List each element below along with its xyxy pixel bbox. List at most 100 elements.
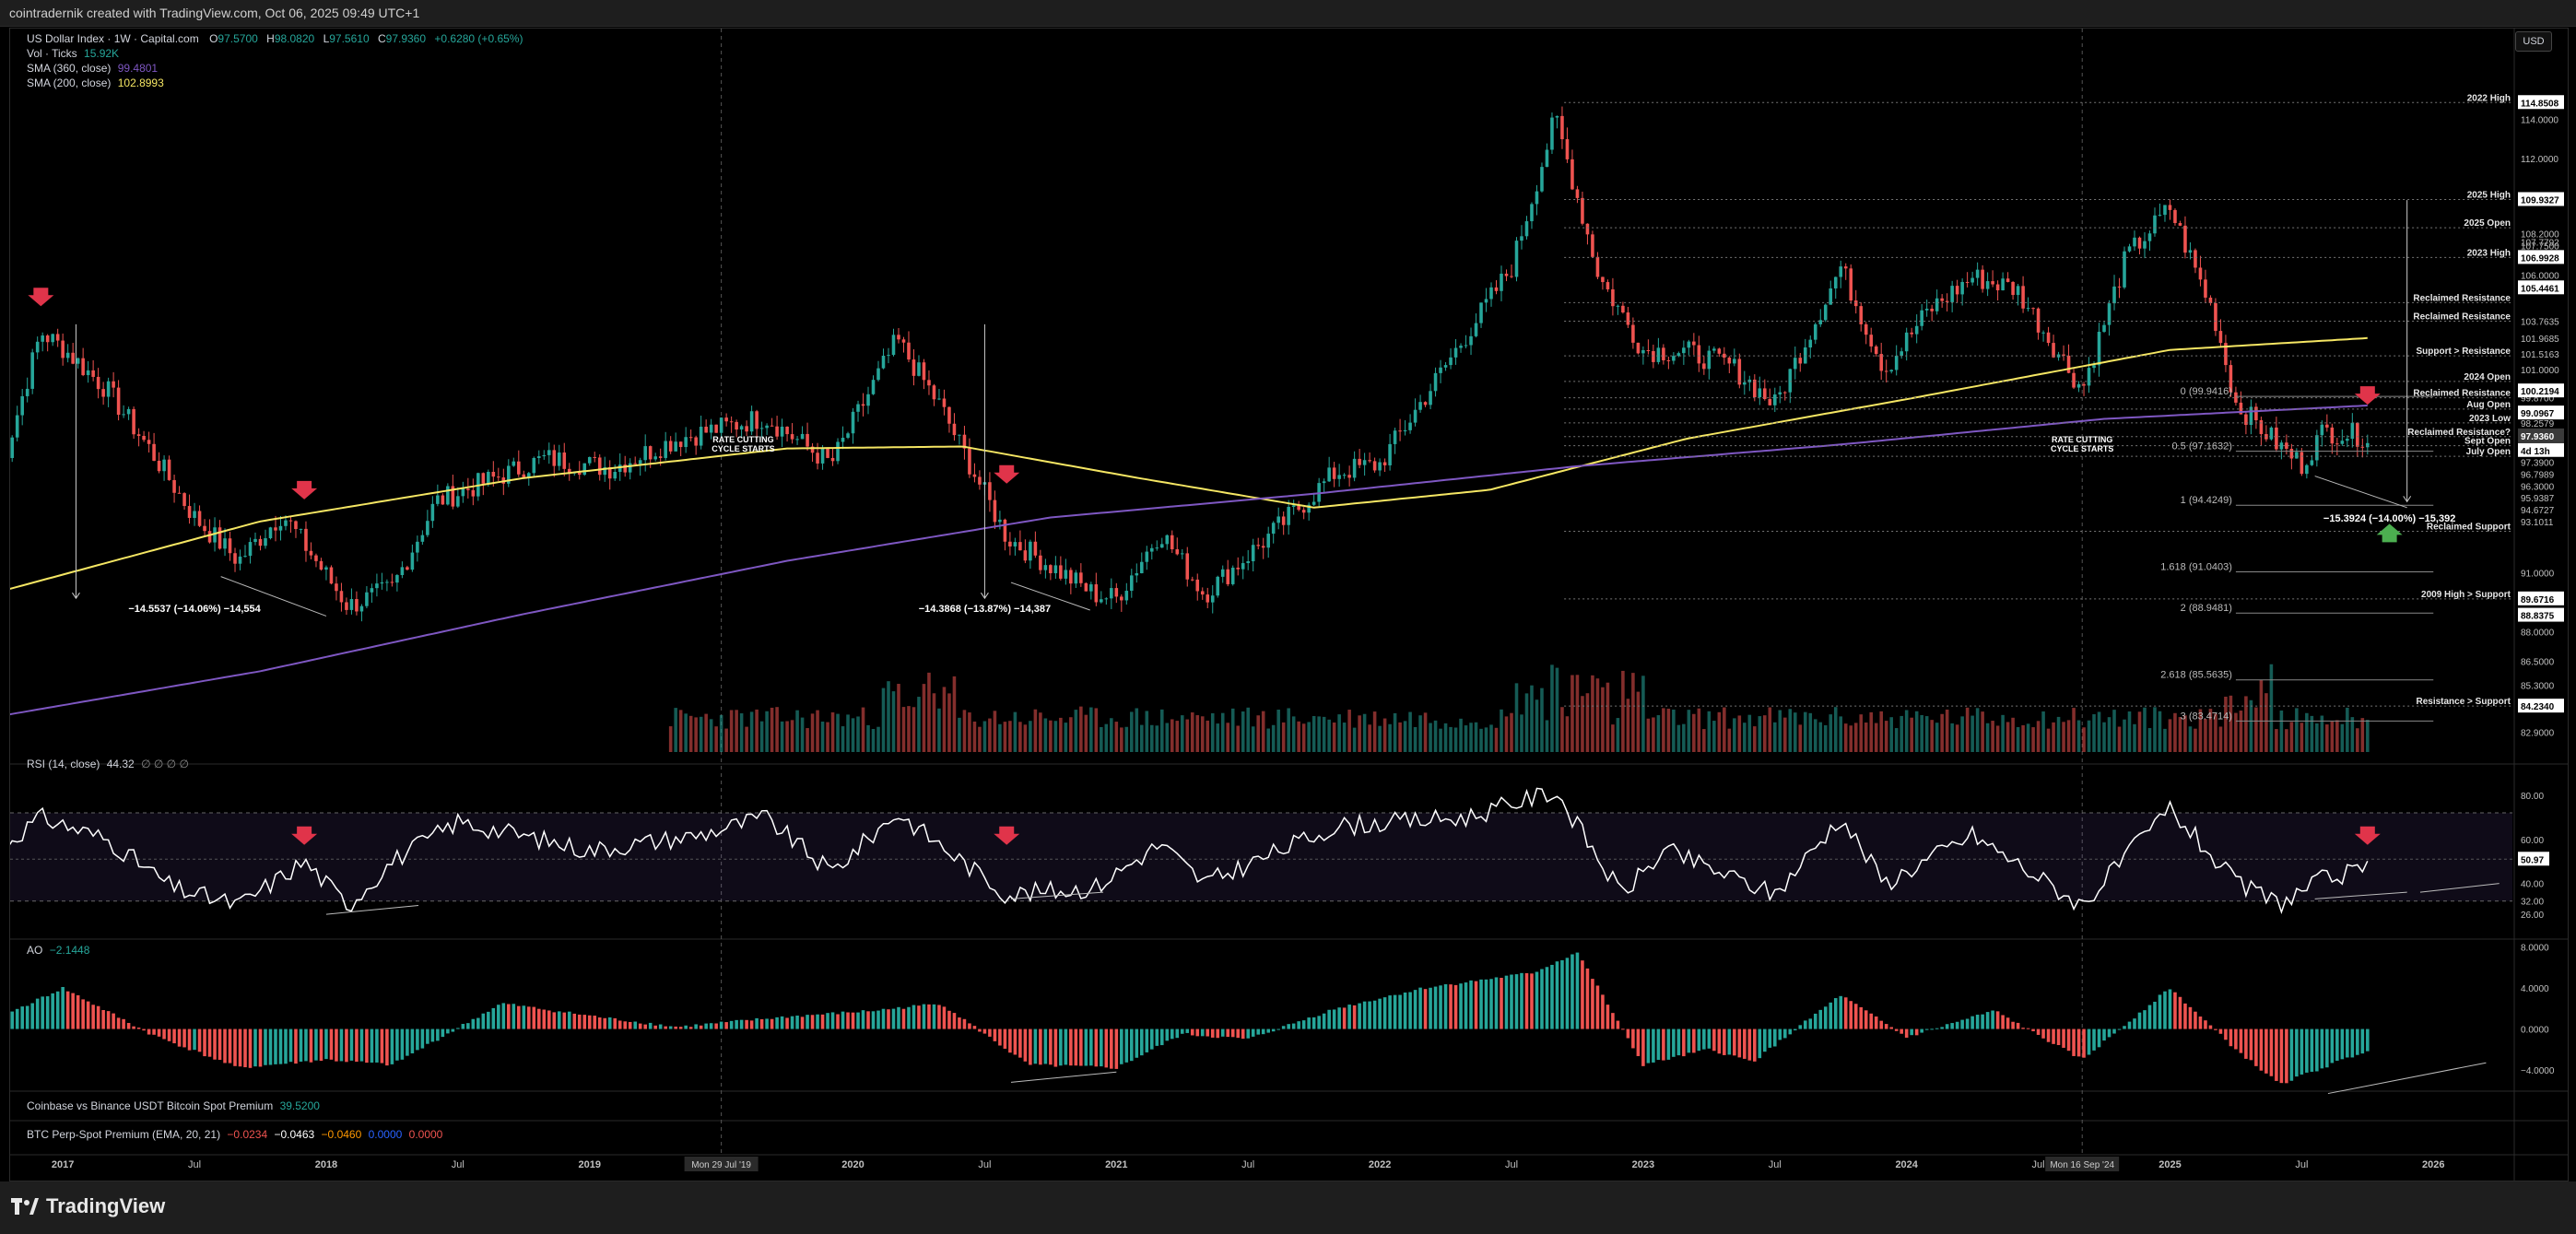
volume-bar — [2289, 722, 2294, 752]
candle-body — [2194, 250, 2197, 268]
currency-button[interactable]: USD — [2515, 31, 2552, 52]
chart-canvas[interactable]: Mon 29 Jul '19 Mon 16 Sep '24 2022 High 202… — [10, 29, 2568, 1181]
volume-bar — [2031, 727, 2035, 752]
candle-body — [76, 358, 80, 364]
volume-bar — [806, 728, 809, 752]
candle-body — [278, 525, 283, 531]
candle-body — [1510, 276, 1513, 277]
level-label-15: 2009 High > Support — [2421, 590, 2511, 600]
volume-bar — [810, 713, 815, 752]
volume-bar — [1297, 721, 1300, 752]
price-axis-label-1: 112.0000 — [2521, 155, 2558, 165]
ao-bar — [132, 1026, 135, 1029]
premium-label: Coinbase vs Binance USDT Bitcoin Spot Pr… — [27, 1099, 274, 1112]
ao-bar — [1666, 1028, 1671, 1060]
price-axis-label-5: 106.0000 — [2521, 271, 2559, 281]
candle-body — [512, 461, 516, 466]
volume-bar — [684, 713, 688, 752]
ao-bar — [1687, 1028, 1691, 1053]
ao-bar — [2123, 1026, 2126, 1029]
candle-body — [416, 541, 419, 553]
credit-text: cointradernik created with TradingView.c… — [9, 6, 420, 20]
price-badge-3: 105.4461 — [2521, 284, 2559, 294]
candle-body — [1646, 350, 1651, 352]
candle-body — [2117, 286, 2122, 288]
candle-body — [436, 495, 440, 504]
ao-bar — [765, 1018, 769, 1029]
candle-body — [55, 334, 60, 341]
ao-bar — [2066, 1028, 2071, 1052]
candle-body — [1702, 363, 1706, 370]
fib-label-6: 3 (83.4714) — [2181, 711, 2232, 722]
ao-bar — [2036, 1028, 2041, 1035]
candle-body — [1985, 281, 1990, 289]
ao-bar — [1150, 1028, 1154, 1050]
volume-bar — [826, 722, 829, 752]
volume-bar — [2092, 714, 2096, 752]
candle-body — [907, 342, 911, 360]
volume-bar — [1372, 711, 1377, 752]
candle-body — [1631, 324, 1635, 343]
ao-bar — [643, 1024, 647, 1029]
candle-body — [1788, 369, 1793, 393]
volume-bar — [2016, 726, 2020, 752]
ao-bar — [487, 1011, 490, 1029]
volume-bar — [1443, 723, 1448, 752]
ao-bar — [1768, 1028, 1772, 1048]
ao-bar — [268, 1028, 273, 1065]
ao-bar — [633, 1021, 637, 1029]
ao-bar — [1291, 1023, 1296, 1029]
time-axis-label-11: 2023 — [1632, 1159, 1654, 1170]
candle-body — [345, 602, 348, 610]
candle-body — [1368, 460, 1371, 462]
candle-body — [1459, 346, 1463, 348]
volume-bar — [1545, 720, 1549, 752]
candle-body — [618, 464, 622, 473]
candle-body — [1595, 256, 1600, 277]
candle-body — [836, 441, 840, 462]
time-axis-label-3: Jul — [452, 1159, 465, 1170]
candle-body — [2137, 237, 2142, 249]
volume-bar — [1662, 708, 1665, 752]
candle-body — [1879, 354, 1883, 371]
volume-bar — [1768, 707, 1772, 752]
price-axis-label-14: 96.7989 — [2521, 470, 2555, 480]
fib-label-5: 2.618 (85.5635) — [2160, 670, 2232, 681]
volume-bar — [1175, 721, 1180, 752]
candle-body — [1226, 569, 1230, 584]
candle-body — [759, 428, 764, 429]
volume-bar — [1616, 718, 1620, 752]
candle-body — [2285, 442, 2288, 449]
ao-bar — [10, 1011, 14, 1029]
candle-body — [1124, 591, 1129, 601]
volume-bar — [785, 721, 789, 752]
ao-bar — [2102, 1028, 2106, 1041]
volume-bar — [2224, 696, 2228, 752]
volume-bar — [1023, 724, 1028, 752]
candle-body — [375, 583, 379, 589]
candle-body — [2289, 448, 2294, 459]
ao-bar — [207, 1028, 212, 1057]
ao-bar — [1135, 1028, 1139, 1058]
candle-body — [780, 426, 784, 437]
volume-bar — [2123, 719, 2126, 752]
ao-bar — [1382, 997, 1387, 1029]
volume-bar — [2275, 729, 2278, 752]
volume-bar — [1276, 710, 1280, 752]
candle-body — [1991, 281, 1994, 285]
candle-body — [329, 567, 334, 584]
time-axis-label-16: Jul — [2295, 1159, 2308, 1170]
volume-bar — [1322, 716, 1326, 752]
candle-body — [582, 463, 587, 476]
ao-bar — [891, 1008, 896, 1029]
volume-bar — [1489, 724, 1493, 752]
candle-body — [704, 427, 708, 433]
ao-bar — [1484, 979, 1488, 1029]
ao-bar — [593, 1016, 597, 1029]
volume-bar — [1798, 724, 1803, 752]
chart-container[interactable]: Mon 29 Jul '19 Mon 16 Sep '24 2022 High 202… — [9, 28, 2569, 1181]
rsi-signal-1 — [994, 826, 1020, 845]
ao-divergence-0 — [1010, 1071, 1117, 1083]
ao-bar — [785, 1017, 789, 1029]
ao-bar — [162, 1028, 166, 1040]
